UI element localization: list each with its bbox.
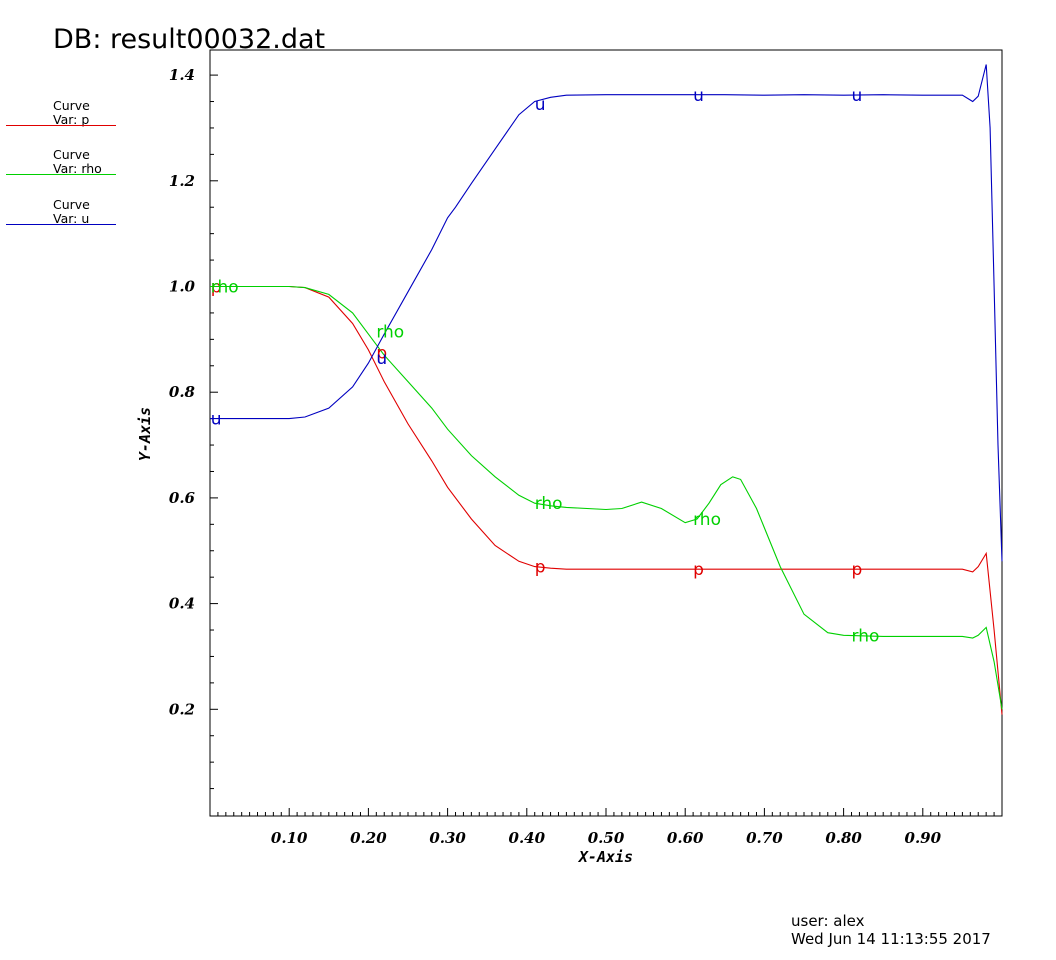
plot-frame xyxy=(209,49,1003,817)
footer-date: Wed Jun 14 11:13:55 2017 xyxy=(791,930,991,948)
y-tick-label: 0.8 xyxy=(169,383,196,401)
x-tick-label: 0.80 xyxy=(825,829,862,847)
series-label-rho: rho xyxy=(211,278,239,298)
legend-entry-p: Curve Var: p xyxy=(6,98,116,128)
series-label-p: p xyxy=(535,558,546,578)
x-tick-label: 0.10 xyxy=(271,829,308,847)
series-label-p: p xyxy=(376,344,387,364)
series-label-rho: rho xyxy=(852,626,880,646)
series-label-rho: rho xyxy=(693,510,721,530)
series-label-u: u xyxy=(535,95,546,115)
series-label-p: p xyxy=(693,560,704,580)
legend-curve-label: Curve xyxy=(53,147,90,162)
legend-swatch-u xyxy=(6,224,116,225)
y-tick-label: 0.2 xyxy=(169,700,195,718)
legend-var-label: Var: u xyxy=(53,211,90,226)
legend-curve-label: Curve xyxy=(53,98,90,113)
series-line-rho xyxy=(210,285,1003,710)
series-label-u: u xyxy=(376,349,387,369)
axis-ticks: 0.10 0.20 0.30 0.40 0.50 0.60 0.70 0.80 0.90 0.2 0… xyxy=(169,66,995,847)
series-label-p: p xyxy=(852,560,863,580)
y-tick-label: 0.6 xyxy=(169,489,196,507)
footer-user: user: alex xyxy=(791,912,865,930)
legend-swatch-p xyxy=(6,125,116,126)
x-tick-label: 0.50 xyxy=(588,829,625,847)
series-label-u: u xyxy=(693,86,704,106)
legend-swatch-rho xyxy=(6,174,116,175)
x-tick-label: 0.90 xyxy=(905,829,942,847)
y-axis-title: Y-Axis xyxy=(136,407,154,461)
legend-curve-label: Curve xyxy=(53,197,90,212)
legend-entry-rho: Curve Var: rho xyxy=(6,147,116,177)
legend-var-label: Var: rho xyxy=(53,161,102,176)
x-tick-label: 0.60 xyxy=(667,829,704,847)
series-label-rho: rho xyxy=(535,494,563,514)
legend-entry-u: Curve Var: u xyxy=(6,197,116,227)
x-axis-title: X-Axis xyxy=(577,848,633,866)
legend-var-label: Var: p xyxy=(53,112,90,127)
y-tick-label: 1.4 xyxy=(169,66,195,84)
series-lines xyxy=(210,64,1003,715)
y-tick-label: 0.4 xyxy=(169,595,195,613)
series-label-rho: rho xyxy=(376,322,404,342)
x-tick-label: 0.30 xyxy=(429,829,466,847)
series-line-u xyxy=(210,64,1003,562)
x-tick-label: 0.20 xyxy=(350,829,387,847)
series-label-u: u xyxy=(852,86,863,106)
series-label-p: p xyxy=(211,278,222,298)
x-tick-label: 0.70 xyxy=(746,829,783,847)
series-label-u: u xyxy=(211,410,222,430)
y-tick-label: 1.2 xyxy=(169,172,195,190)
series-line-p xyxy=(210,285,1003,715)
x-tick-label: 0.40 xyxy=(509,829,546,847)
y-tick-label: 1.0 xyxy=(169,278,196,296)
